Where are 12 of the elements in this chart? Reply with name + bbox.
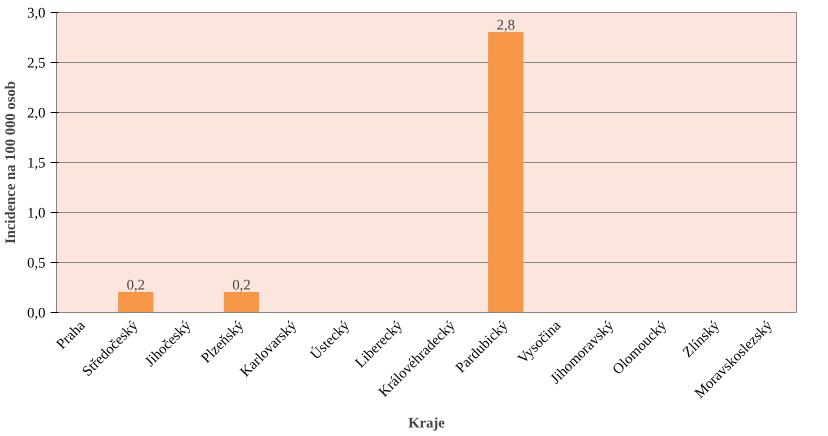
y-tick-label: 0,0 [27,306,46,322]
x-axis-title: Kraje [408,415,446,432]
y-tick-label: 2,0 [27,106,46,122]
y-tick-label: 1,5 [27,156,46,172]
data-label: 0,2 [232,278,251,294]
y-axis-title: Incidence na 100 000 osob [3,81,20,244]
data-label: 2,8 [496,18,515,34]
y-tick-label: 0,5 [27,256,46,272]
y-tick-label: 2,5 [27,56,46,72]
y-tick-label: 3,0 [27,6,46,22]
y-tick-label: 1,0 [27,206,46,222]
data-label: 0,2 [126,278,145,294]
